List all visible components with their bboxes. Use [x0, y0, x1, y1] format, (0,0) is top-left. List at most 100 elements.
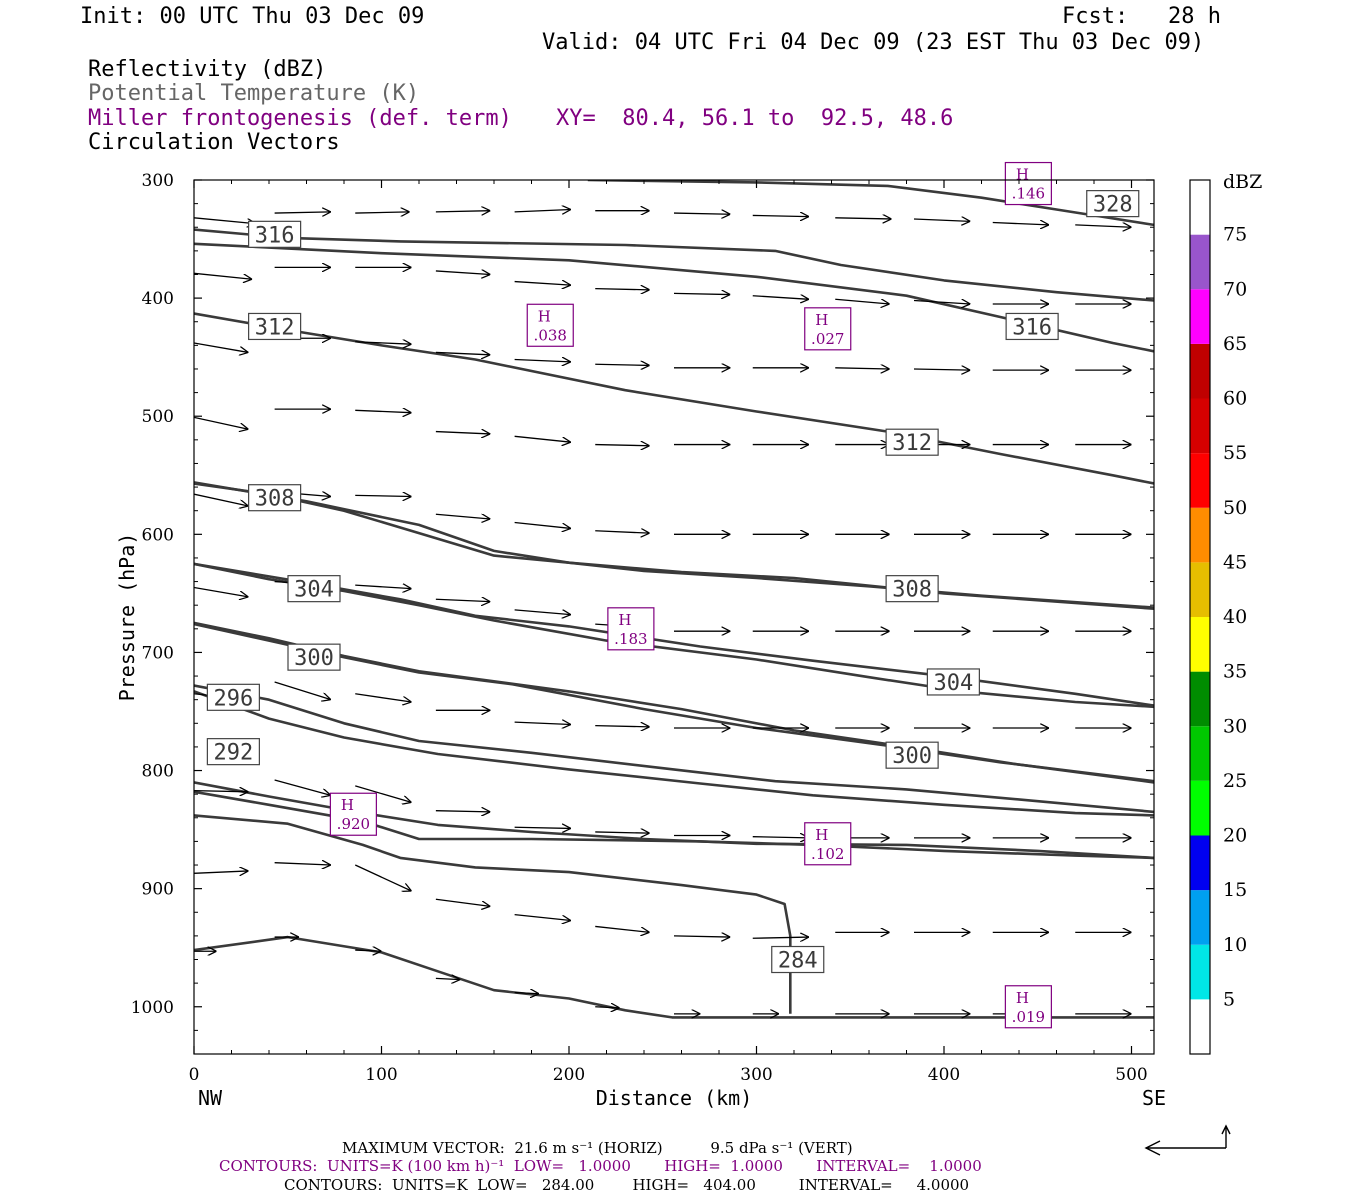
colorbar-segment: [1190, 671, 1210, 727]
svg-text:H: H: [538, 307, 551, 325]
circulation-vector: [835, 368, 889, 369]
colorbar-level-label: 75: [1223, 224, 1247, 246]
colorbar-segment: [1190, 890, 1210, 945]
colorbar-segment: [1190, 726, 1210, 781]
frontogenesis-contour-note: CONTOURS: UNITS=K (100 km h)⁻¹ LOW= 1.00…: [219, 1157, 982, 1175]
colorbar-segment: [1190, 453, 1210, 508]
plot-frame: [193, 179, 1155, 1055]
circulation-vector: [835, 218, 891, 219]
frontogenesis-maximum: H.920: [329, 792, 377, 836]
colorbar-unit-label: dBZ: [1223, 171, 1262, 193]
circulation-vector: [354, 864, 411, 891]
circulation-vector: [194, 791, 248, 792]
frontogenesis-maximum: H.027: [804, 307, 852, 351]
circulation-vector: [514, 827, 571, 828]
y-tick-label: 800: [142, 762, 174, 782]
circulation-vector: [595, 531, 649, 533]
circulation-vector: [514, 435, 571, 442]
circulation-vector: [752, 296, 809, 300]
colorbar-segment: [1190, 562, 1210, 617]
svg-text:.027: .027: [811, 330, 844, 348]
theta-contour-label: 316: [248, 220, 302, 248]
colorbar-level-label: 65: [1223, 333, 1247, 355]
svg-text:H: H: [815, 311, 828, 329]
colorbar-frame: [1189, 179, 1211, 1055]
circulation-vector: [274, 681, 331, 700]
colorbar-segment: [1190, 398, 1210, 454]
colorbar-level-label: 25: [1223, 770, 1247, 792]
frontogenesis-maximum: H.038: [526, 303, 574, 347]
circulation-vector: [435, 211, 490, 212]
y-tick-label: 300: [142, 171, 174, 191]
theta-contour-note: CONTOURS: UNITS=K LOW= 284.00 HIGH= 404.…: [284, 1176, 970, 1194]
theta-contour-label: 284: [771, 945, 825, 974]
field-reflectivity: Reflectivity (dBZ): [88, 57, 327, 82]
forecast-hour: Fcst: 28 h: [1062, 4, 1221, 29]
circulation-vector: [355, 410, 411, 412]
valid-time: Valid: 04 UTC Fri 04 Dec 09 (23 EST Thu …: [542, 30, 1205, 55]
circulation-vector: [913, 219, 970, 221]
circulation-vector: [435, 599, 490, 601]
colorbar-segment: [1190, 343, 1210, 399]
circulation-vector: [194, 586, 248, 596]
theta-contour-label: 304: [287, 575, 341, 603]
x-tick-label: 100: [365, 1065, 397, 1085]
svg-text:304: 304: [294, 578, 334, 603]
circulation-vector: [435, 513, 490, 519]
circulation-vector: [514, 993, 539, 994]
theta-contour-line: [194, 312, 1154, 485]
circulation-vector: [514, 521, 571, 529]
theta-contour-label: 300: [287, 643, 341, 671]
theta-contour-line: [194, 814, 792, 1014]
circulation-vector: [274, 779, 331, 795]
circulation-vector: [595, 1007, 619, 1008]
circulation-vector: [435, 978, 460, 979]
colorbar-segment: [1190, 289, 1210, 344]
colorbar-level-label: 45: [1223, 551, 1247, 573]
svg-text:H: H: [1016, 989, 1029, 1007]
theta-contour-line: [194, 228, 1154, 302]
circulation-vector: [1075, 225, 1131, 227]
circulation-vector: [274, 212, 331, 213]
frontogenesis-maximum: H.019: [1004, 985, 1052, 1029]
circulation-vector: [514, 360, 571, 362]
circulation-vector: [992, 223, 1049, 225]
circulation-vector: [194, 217, 256, 224]
circulation-vector: [752, 837, 809, 838]
circulation-vector: [595, 445, 649, 446]
theta-contour-line: [194, 242, 1154, 353]
svg-text:312: 312: [255, 315, 295, 340]
theta-contour-line: [194, 690, 1154, 817]
svg-text:H: H: [815, 826, 828, 844]
colorbar-level-label: 30: [1223, 715, 1247, 737]
circulation-vector: [595, 925, 649, 932]
svg-text:316: 316: [255, 223, 295, 248]
svg-text:300: 300: [294, 646, 334, 671]
circulation-vector: [435, 898, 490, 906]
y-tick-label: 700: [142, 643, 174, 663]
circulation-vector: [194, 871, 248, 873]
svg-text:292: 292: [214, 741, 254, 766]
colorbar-segment: [1190, 234, 1210, 290]
colorbar-segment: [1190, 944, 1210, 1000]
circulation-vector: [913, 369, 970, 370]
se-label: SE: [1142, 1086, 1166, 1110]
colorbar-level-label: 35: [1223, 661, 1247, 683]
svg-text:.019: .019: [1012, 1008, 1045, 1026]
circulation-vector: [355, 950, 381, 951]
svg-text:H: H: [1016, 166, 1029, 184]
circulation-vector: [673, 293, 730, 294]
circulation-vector: [913, 300, 970, 304]
circulation-vector: [194, 416, 248, 429]
colorbar-level-label: 60: [1223, 388, 1247, 410]
x-tick-label: 200: [553, 1065, 585, 1085]
colorbar-segment: [1190, 835, 1210, 891]
x-tick-label: 300: [740, 1065, 772, 1085]
theta-contour-line: [194, 935, 1154, 1019]
svg-text:296: 296: [214, 686, 254, 711]
y-tick-label: 1000: [131, 998, 174, 1018]
colorbar-segment: [1190, 180, 1210, 235]
theta-contour-label: 292: [206, 738, 260, 766]
svg-text:.183: .183: [614, 630, 647, 648]
colorbar-level-label: 5: [1223, 988, 1235, 1010]
